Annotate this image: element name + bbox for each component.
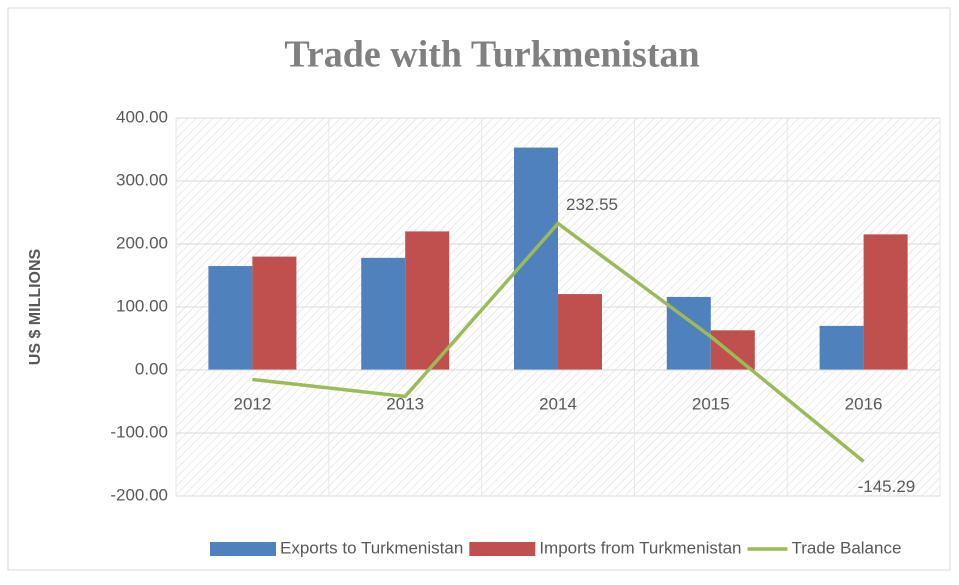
y-tick-label: -100.00	[110, 422, 168, 441]
data-label: 232.55	[566, 195, 618, 214]
y-tick-label: -200.00	[110, 485, 168, 504]
y-tick-label: 400.00	[116, 107, 168, 126]
line-series	[252, 221, 865, 463]
x-tick-label: 2015	[692, 394, 730, 413]
x-tick-label: 2013	[386, 394, 424, 413]
y-tick-label: 0.00	[135, 359, 168, 378]
bar	[558, 294, 602, 370]
legend-label: Trade Balance	[791, 538, 901, 557]
x-tick-label: 2014	[539, 394, 577, 413]
x-tick-label: 2016	[845, 394, 883, 413]
y-tick-label: 100.00	[116, 296, 168, 315]
x-tick-label: 2012	[233, 394, 271, 413]
data-label: -145.29	[858, 477, 916, 496]
bar	[819, 325, 864, 370]
bar	[252, 256, 297, 370]
y-tick-label: 300.00	[116, 170, 168, 189]
legend-swatch	[469, 542, 536, 556]
chart-title: Trade with Turkmenistan	[284, 34, 699, 76]
bar	[405, 231, 450, 370]
legend-label: Imports from Turkmenistan	[539, 538, 741, 557]
legend-label: Exports to Turkmenistan	[280, 538, 463, 557]
bar	[514, 147, 558, 370]
y-axis-label: US $ MILLIONS	[27, 248, 44, 365]
bar	[863, 234, 908, 370]
bar	[710, 330, 755, 370]
bar	[361, 257, 406, 370]
bar	[208, 266, 253, 370]
y-tick-label: 200.00	[116, 233, 168, 252]
legend-swatch	[210, 542, 276, 556]
